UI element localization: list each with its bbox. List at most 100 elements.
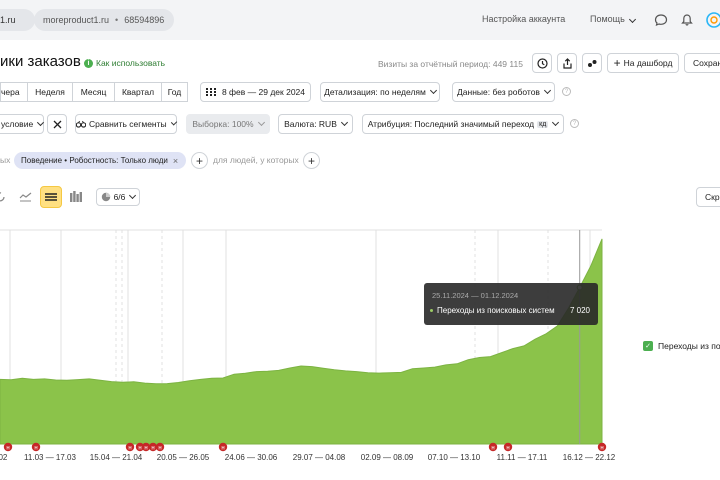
x-tick-label: 11.03 — 17.03 [24, 453, 76, 462]
sample-dropdown: Выборка: 100% [186, 114, 270, 134]
x-tick-label: 29.07 — 04.08 [292, 453, 346, 462]
chart-tooltip: 25.11.2024 — 01.12.2024 Переходы из поис… [424, 283, 598, 325]
help-icon[interactable]: ? [570, 119, 579, 128]
help-menu[interactable]: Помощь [590, 14, 636, 24]
counter-separator: • [115, 15, 119, 25]
site-pill[interactable]: 1.ru [0, 9, 35, 31]
refresh-icon[interactable] [0, 191, 6, 203]
tab-quarter[interactable]: Квартал [115, 82, 162, 102]
event-marker[interactable]: н [218, 442, 228, 452]
svg-text:н: н [128, 446, 131, 452]
add-segment-button[interactable]: + [191, 152, 208, 169]
svg-text:н: н [158, 446, 161, 452]
how-to-use-link[interactable]: i Как использовать [84, 58, 165, 68]
line-chart-icon[interactable] [19, 192, 32, 202]
help-icon[interactable]: ? [562, 87, 571, 96]
date-range-label: 8 фев — 29 дек 2024 [221, 87, 306, 97]
event-marker[interactable]: н [125, 442, 135, 452]
how-to-use-label: Как использовать [96, 58, 166, 68]
segment-chip-label: Поведение • Робостность: Только люди [21, 156, 168, 165]
save-report-button[interactable]: Сохран [684, 53, 720, 73]
segment-prefix: ых [0, 155, 11, 165]
chat-icon[interactable] [654, 13, 668, 27]
svg-text:н: н [600, 446, 603, 452]
svg-text:н: н [491, 446, 494, 452]
calendar-icon [205, 88, 216, 96]
detail-label: Детализация: по неделям [324, 87, 426, 97]
event-marker[interactable]: н [148, 442, 158, 452]
close-icon[interactable]: × [172, 155, 179, 166]
tooltip-series: Переходы из поисковых систем [430, 306, 555, 315]
condition-dropdown[interactable]: условие [0, 114, 45, 134]
svg-text:н: н [151, 446, 154, 452]
user-avatar-icon[interactable] [706, 12, 720, 28]
site-short-label: 1.ru [0, 15, 16, 25]
tab-year[interactable]: Год [162, 82, 188, 102]
period-tabs: чера Неделя Месяц Квартал Год [0, 82, 188, 102]
currency-dropdown[interactable]: Валюта: RUB [278, 114, 353, 134]
compare-icon [76, 120, 87, 128]
chevron-down-icon [340, 118, 348, 127]
area-chart-button[interactable] [40, 186, 62, 208]
x-tick-label: 20.05 — 26.05 [156, 453, 210, 462]
chevron-down-icon [129, 191, 137, 200]
plus-icon: + [613, 56, 621, 70]
legend-label: Переходы из поис [658, 341, 720, 351]
event-marker[interactable]: н [488, 442, 498, 452]
detail-dropdown[interactable]: Детализация: по неделям [320, 82, 440, 102]
event-marker[interactable]: н [141, 442, 151, 452]
segments-button[interactable] [582, 53, 602, 73]
x-tick-label: 15.04 — 21.04 [89, 453, 143, 462]
data-label: Данные: без роботов [457, 87, 540, 97]
area-chart-icon [45, 193, 57, 201]
hide-button-label: Скр [705, 192, 720, 202]
legend-item[interactable]: ✓ Переходы из поис [643, 341, 720, 351]
chevron-down-icon [429, 86, 437, 95]
dots-icon [587, 59, 596, 67]
series-area[interactable] [0, 238, 603, 445]
tab-month[interactable]: Месяц [73, 82, 115, 102]
tab-label: Год [167, 87, 182, 97]
tab-week[interactable]: Неделя [28, 82, 73, 102]
segment-chip[interactable]: Поведение • Робостность: Только люди × [14, 152, 186, 169]
event-marker[interactable]: н [597, 442, 607, 452]
tooltip-date: 25.11.2024 — 01.12.2024 [432, 291, 519, 300]
svg-text:н: н [6, 446, 9, 452]
compare-segments-button[interactable]: Сравнить сегменты [75, 114, 178, 134]
event-marker[interactable]: н [135, 442, 145, 452]
counter-pill[interactable]: moreproduct1.ru • 68594896 [34, 9, 174, 31]
event-marker[interactable]: н [31, 442, 41, 452]
add-people-filter-button[interactable]: + [303, 152, 320, 169]
date-range-picker[interactable]: 8 фев — 29 дек 2024 [200, 82, 311, 102]
series-select-dropdown[interactable]: 6/6 [96, 188, 140, 206]
data-dropdown[interactable]: Данные: без роботов [452, 82, 555, 102]
counter-site-label: moreproduct1.ru [43, 15, 110, 25]
history-button[interactable] [532, 53, 552, 73]
event-marker[interactable]: н [155, 442, 165, 452]
bell-icon[interactable] [680, 13, 694, 27]
svg-text:н: н [506, 446, 509, 452]
hide-button[interactable]: Скр [696, 187, 720, 207]
account-settings-link[interactable]: Настройка аккаунта [482, 14, 566, 24]
event-marker[interactable]: н [503, 442, 513, 452]
event-marker[interactable]: н [3, 442, 13, 452]
export-button[interactable] [557, 53, 577, 73]
tooltip-value: 7 020 [569, 306, 590, 315]
attribution-dropdown[interactable]: Атрибуция: Последний значимый переход кд [362, 114, 564, 134]
x-tick-label: 02.09 — 08.09 [360, 453, 414, 462]
checkbox-checked-icon: ✓ [643, 341, 653, 351]
x-tick-label: 24.06 — 30.06 [224, 453, 278, 462]
clear-condition-button[interactable] [47, 114, 67, 134]
pie-icon [101, 192, 110, 202]
tab-yesterday[interactable]: чера [0, 82, 28, 102]
clock-icon [536, 57, 548, 69]
tab-label: Квартал [121, 87, 155, 97]
add-to-dashboard-button[interactable]: + На дашборд [607, 53, 679, 73]
x-tick-label: 16.12 — 22.12 [562, 453, 616, 462]
tab-label: чера [1, 87, 20, 97]
bar-chart-icon[interactable] [70, 191, 82, 202]
share-icon [562, 57, 572, 69]
chevron-down-icon [628, 15, 636, 24]
svg-text:н: н [221, 446, 224, 452]
